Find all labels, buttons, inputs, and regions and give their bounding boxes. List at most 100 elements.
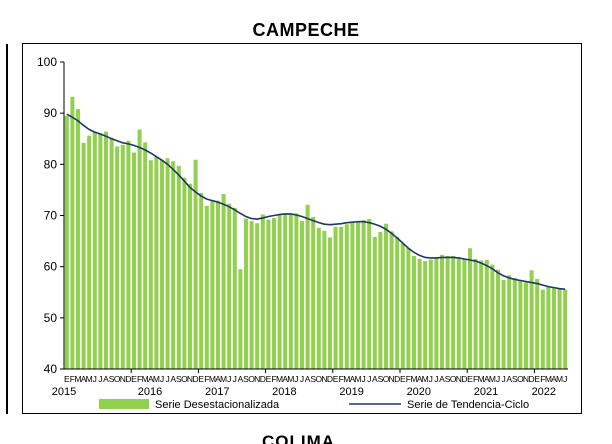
x-month-label: A	[305, 374, 311, 384]
x-month-label: A	[238, 374, 244, 384]
bar	[232, 207, 237, 369]
x-month-label: E	[131, 374, 137, 384]
bar	[367, 219, 372, 369]
x-month-label: F	[406, 374, 411, 384]
bar	[266, 219, 271, 369]
x-month-label: M	[287, 374, 294, 384]
x-month-label: J	[367, 374, 371, 384]
bar	[473, 258, 478, 369]
bar	[182, 177, 187, 369]
x-month-label: A	[103, 374, 109, 384]
x-month-label: O	[315, 374, 322, 384]
bar	[518, 279, 523, 369]
y-tick-label: 60	[44, 260, 58, 274]
x-month-label: J	[93, 374, 97, 384]
bar	[484, 260, 489, 369]
bar	[120, 144, 125, 369]
bar	[333, 226, 338, 369]
x-month-label: F	[137, 374, 142, 384]
x-month-label: N	[120, 374, 126, 384]
bar	[540, 289, 545, 369]
x-month-label: S	[512, 374, 518, 384]
bar	[131, 152, 137, 369]
x-month-label: M	[489, 374, 496, 384]
bar	[535, 278, 540, 369]
bar	[154, 156, 159, 369]
x-month-label: F	[204, 374, 209, 384]
x-month-label: O	[114, 374, 121, 384]
bar	[148, 160, 153, 369]
x-month-label: O	[450, 374, 457, 384]
x-month-label: N	[321, 374, 327, 384]
adjacent-panel-edge	[0, 44, 8, 414]
bar	[434, 258, 439, 369]
bar	[311, 217, 316, 369]
x-month-label: A	[148, 374, 154, 384]
bar	[451, 255, 456, 369]
bar	[277, 213, 282, 369]
x-month-label: J	[300, 374, 304, 384]
legend-label-bar: Serie Desestacionalizada	[155, 399, 280, 411]
bar	[523, 281, 529, 369]
x-month-label: A	[551, 374, 557, 384]
x-month-label: J	[496, 374, 500, 384]
bar	[176, 165, 181, 369]
bar	[299, 221, 305, 369]
x-month-label: D	[125, 374, 131, 384]
x-month-label: E	[333, 374, 339, 384]
x-year-label: 2017	[205, 386, 229, 398]
y-tick-label: 40	[44, 362, 58, 376]
x-year-label: 2021	[474, 386, 498, 398]
bar	[417, 258, 422, 369]
x-month-label: E	[266, 374, 272, 384]
bar	[137, 129, 142, 369]
bar	[227, 203, 232, 369]
x-month-label: A	[282, 374, 288, 384]
x-month-label: M	[153, 374, 160, 384]
bar	[171, 161, 176, 369]
bar	[316, 227, 321, 369]
bar	[563, 289, 568, 369]
bar	[294, 213, 299, 369]
bar	[439, 254, 445, 369]
bar	[126, 140, 131, 369]
x-month-label: M	[74, 374, 81, 384]
x-year-label: 2020	[407, 386, 431, 398]
bar	[327, 237, 333, 369]
bar	[501, 279, 506, 369]
x-month-label: F	[339, 374, 344, 384]
x-month-label: S	[109, 374, 115, 384]
bar	[479, 260, 484, 369]
x-month-label: N	[523, 374, 529, 384]
bar	[210, 200, 215, 369]
bar	[546, 286, 551, 369]
x-month-label: M	[410, 374, 417, 384]
x-month-label: S	[176, 374, 182, 384]
x-month-label: M	[343, 374, 350, 384]
legend-label-line: Serie de Tendencia-Ciclo	[407, 399, 529, 411]
bar	[204, 205, 209, 369]
x-year-label: 2022	[532, 386, 556, 398]
x-month-label: J	[434, 374, 438, 384]
x-month-label: D	[327, 374, 333, 384]
x-month-label: J	[294, 374, 298, 384]
bar	[507, 275, 512, 369]
bar	[70, 96, 75, 369]
x-month-label: J	[501, 374, 505, 384]
bar	[423, 261, 428, 369]
x-month-label: A	[350, 374, 356, 384]
legend-swatch-bar	[99, 399, 149, 409]
x-month-label: F	[271, 374, 276, 384]
x-month-label: S	[378, 374, 384, 384]
x-month-label: A	[372, 374, 378, 384]
bar	[193, 159, 198, 369]
bar	[406, 248, 411, 369]
x-month-label: M	[545, 374, 552, 384]
x-month-label: N	[254, 374, 260, 384]
x-month-label: M	[478, 374, 485, 384]
bar	[143, 142, 148, 369]
x-year-label: 2015	[52, 386, 76, 398]
bar	[361, 220, 366, 369]
x-month-label: M	[220, 374, 227, 384]
